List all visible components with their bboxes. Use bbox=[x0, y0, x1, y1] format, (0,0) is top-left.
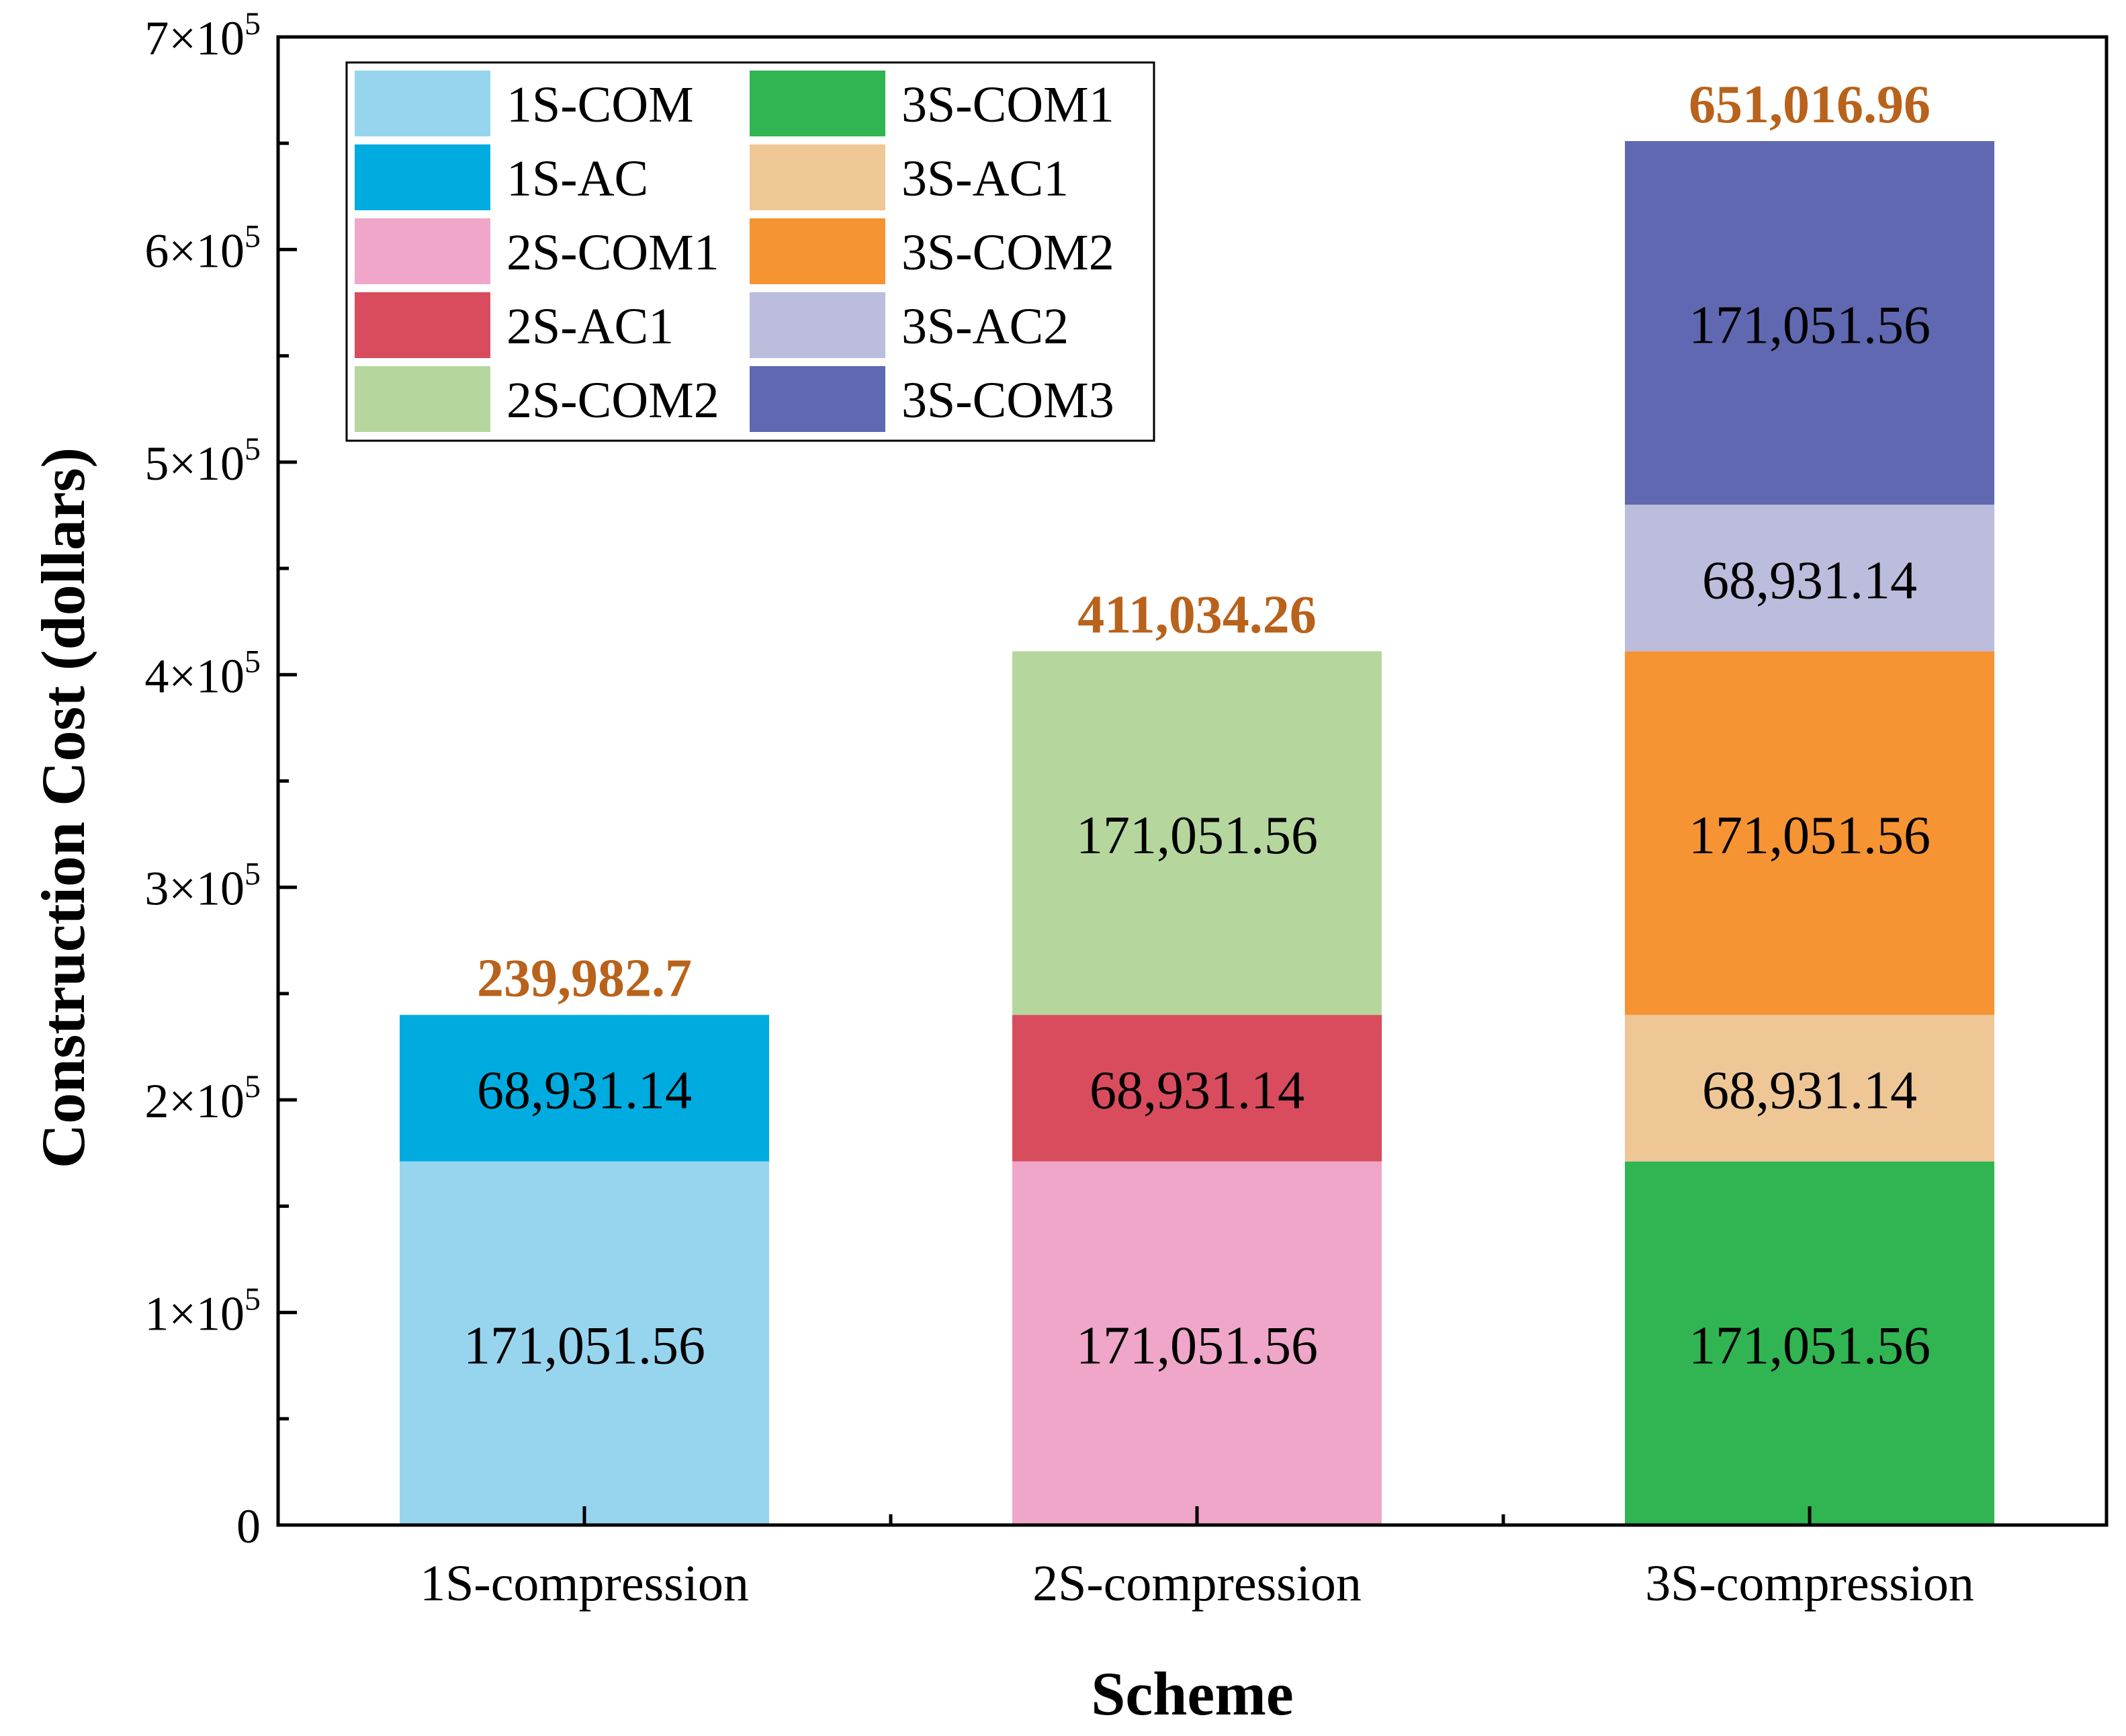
legend-swatch-3s-com1 bbox=[750, 71, 885, 136]
x-tick-label: 1S-compression bbox=[420, 1555, 749, 1612]
x-axis-title: Scheme bbox=[1091, 1659, 1293, 1728]
bar-total-label-1s-compression: 239,982.7 bbox=[477, 949, 692, 1008]
segment-value-label: 171,051.56 bbox=[463, 1316, 705, 1375]
legend-swatch-1s-com bbox=[355, 71, 490, 136]
y-tick-label: 7×105 bbox=[144, 6, 261, 65]
y-tick-label: 4×105 bbox=[144, 644, 261, 703]
legend-label-3s-com3: 3S-COM3 bbox=[901, 372, 1114, 429]
y-tick-label: 2×105 bbox=[144, 1069, 261, 1128]
x-tick-label: 3S-compression bbox=[1645, 1555, 1974, 1612]
y-tick-label: 1×105 bbox=[144, 1282, 261, 1341]
bars-layer: 171,051.56 68,931.14 239,982.7 171,051.56 68… bbox=[400, 75, 1994, 1525]
segment-value-label: 171,051.56 bbox=[1076, 806, 1318, 865]
legend-label-3s-ac1: 3S-AC1 bbox=[901, 150, 1069, 207]
legend-swatch-2s-ac1 bbox=[355, 292, 490, 358]
segment-value-label: 68,931.14 bbox=[1090, 1061, 1304, 1121]
y-tick-label: 6×105 bbox=[144, 218, 261, 277]
legend-swatch-3s-com3 bbox=[750, 366, 885, 432]
legend-label-2s-com2: 2S-COM2 bbox=[506, 372, 719, 429]
segment-value-label: 171,051.56 bbox=[1689, 806, 1931, 865]
x-tick-label: 2S-compression bbox=[1032, 1555, 1362, 1612]
bar-segment-1s-ac bbox=[400, 1014, 769, 1162]
bar-segment-2s-com2 bbox=[1012, 651, 1382, 1015]
legend-swatch-3s-ac1 bbox=[750, 144, 885, 210]
legend-label-1s-com: 1S-COM bbox=[506, 77, 694, 133]
segment-value-label: 171,051.56 bbox=[1689, 296, 1931, 355]
y-tick-label: 0 bbox=[236, 1500, 261, 1553]
segment-value-label: 68,931.14 bbox=[477, 1061, 692, 1121]
axis-titles: Scheme Construction Cost (dollars) bbox=[29, 447, 1294, 1728]
y-axis-title: Construction Cost (dollars) bbox=[29, 447, 97, 1168]
segment-value-label: 68,931.14 bbox=[1702, 1061, 1917, 1121]
legend-swatch-2s-com1 bbox=[355, 218, 490, 284]
legend: 1S-COM 1S-AC 2S-COM1 2S-AC1 2S-COM2 3S-COM1 3S… bbox=[345, 61, 1155, 442]
bar-segment-3s-ac1 bbox=[1625, 1014, 1994, 1162]
bar-segment-1s-com bbox=[400, 1161, 769, 1525]
bar-total-label-3s-compression: 651,016.96 bbox=[1689, 75, 1931, 134]
bar-total-label-2s-compression: 411,034.26 bbox=[1077, 585, 1317, 644]
legend-label-1s-ac: 1S-AC bbox=[506, 150, 648, 207]
segment-value-label: 171,051.56 bbox=[1689, 1316, 1931, 1375]
segment-value-label: 171,051.56 bbox=[1076, 1316, 1318, 1375]
legend-label-3s-ac2: 3S-AC2 bbox=[901, 298, 1069, 355]
bar-segment-3s-com3 bbox=[1625, 140, 1994, 505]
legend-label-2s-ac1: 2S-AC1 bbox=[506, 298, 674, 355]
bar-segment-2s-ac1 bbox=[1012, 1014, 1382, 1162]
legend-label-3s-com2: 3S-COM2 bbox=[901, 224, 1114, 281]
legend-swatch-3s-ac2 bbox=[750, 292, 885, 358]
legend-swatch-1s-ac bbox=[355, 144, 490, 210]
bar-segment-3s-com1 bbox=[1625, 1161, 1994, 1525]
axes-layer: 0 1×105 2×105 3×105 4×105 5×105 6×105 7×105 1S-c… bbox=[144, 6, 2109, 1612]
segment-value-label: 68,931.14 bbox=[1702, 551, 1917, 610]
y-tick-label: 3×105 bbox=[144, 857, 261, 916]
bar-segment-3s-com2 bbox=[1625, 651, 1994, 1015]
legend-swatch-2s-com2 bbox=[355, 366, 490, 432]
bar-segment-2s-com1 bbox=[1012, 1161, 1382, 1525]
y-tick-label: 5×105 bbox=[144, 431, 261, 490]
bar-segment-3s-ac2 bbox=[1625, 505, 1994, 652]
legend-swatch-3s-com2 bbox=[750, 218, 885, 284]
legend-label-2s-com1: 2S-COM1 bbox=[506, 224, 719, 281]
legend-label-3s-com1: 3S-COM1 bbox=[901, 77, 1114, 133]
